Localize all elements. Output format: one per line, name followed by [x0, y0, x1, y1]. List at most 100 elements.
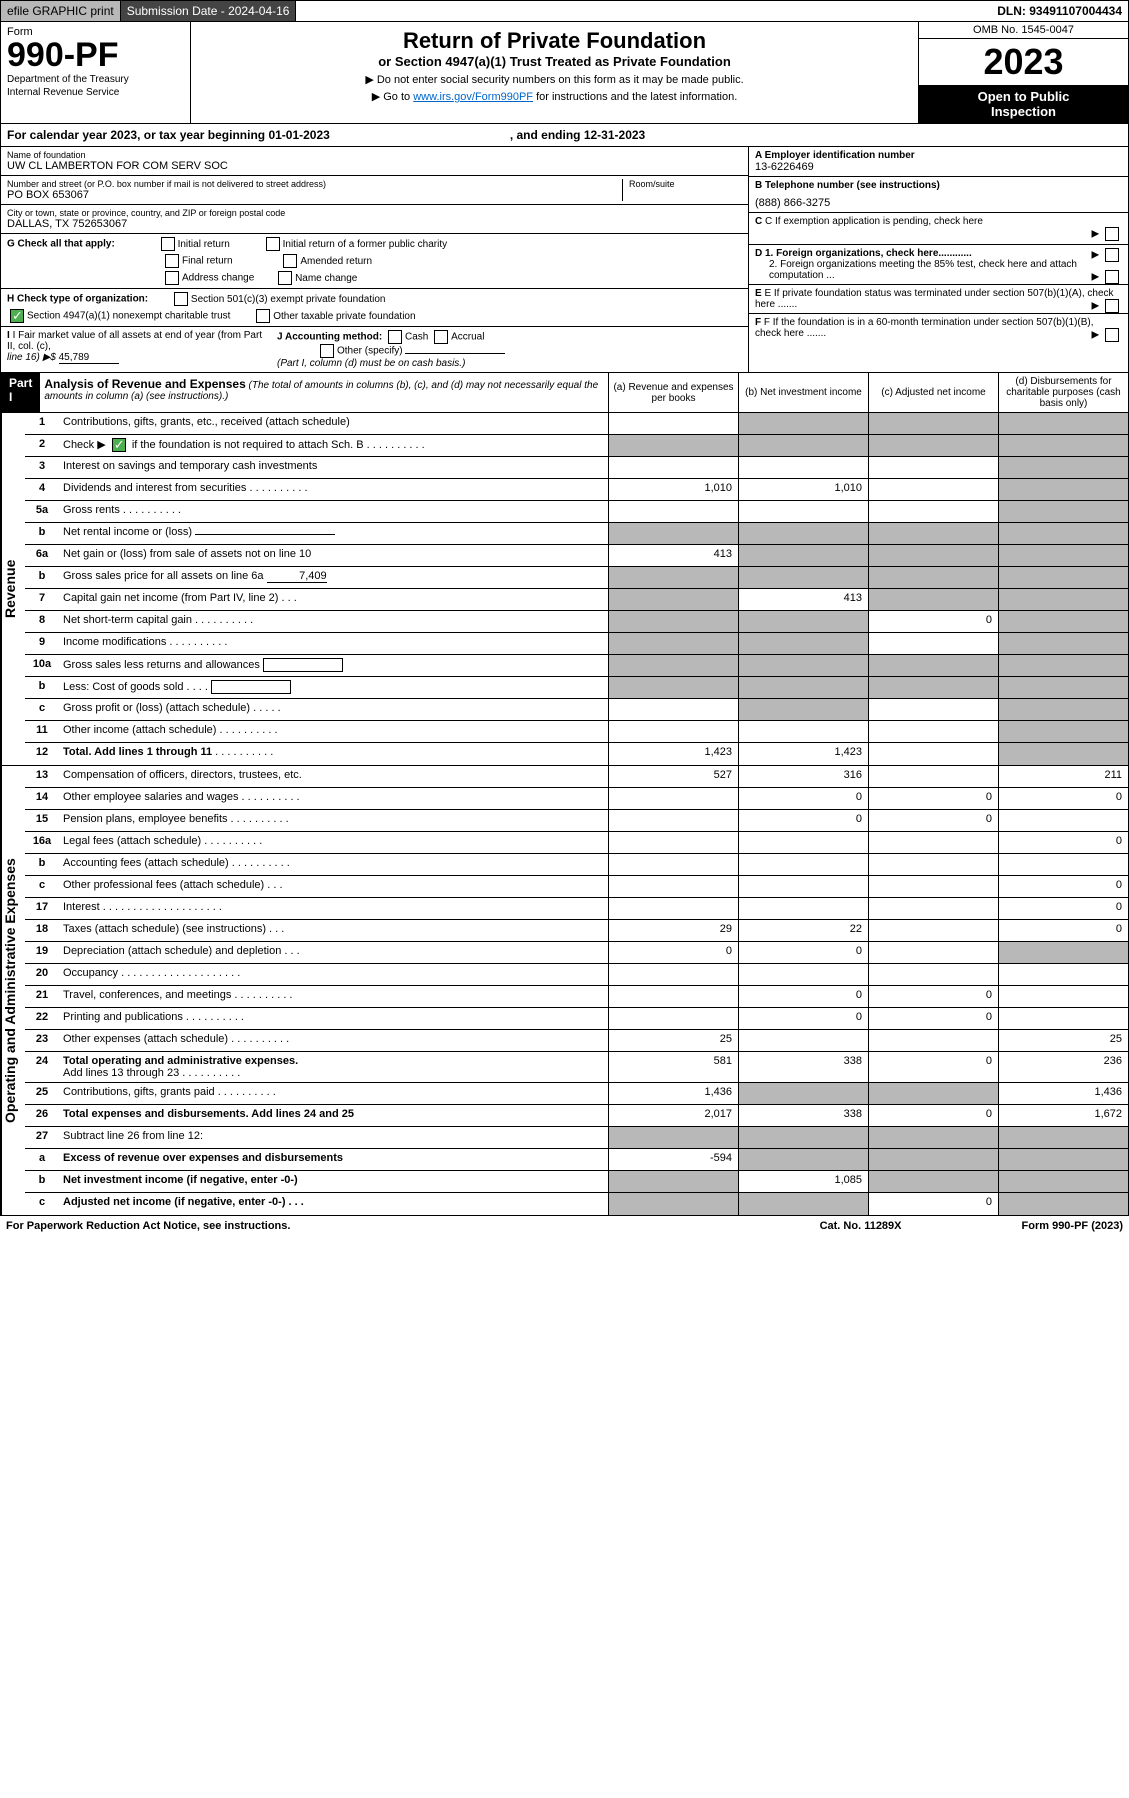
name-change-checkbox[interactable]: [278, 271, 292, 285]
efile-button[interactable]: efile GRAPHIC print: [1, 1, 121, 21]
l7-b: 413: [738, 589, 868, 610]
period-start: For calendar year 2023, or tax year begi…: [7, 128, 330, 142]
l17-d: 0: [998, 898, 1128, 919]
line-16c: cOther professional fees (attach schedul…: [25, 876, 1128, 898]
l27a-a: -594: [608, 1149, 738, 1170]
l12-a: 1,423: [608, 743, 738, 765]
accrual-checkbox[interactable]: [434, 330, 448, 344]
l10b-desc: Less: Cost of goods sold . . . .: [59, 677, 608, 698]
col-b-header: (b) Net investment income: [738, 373, 868, 412]
form-id-block: Form 990-PF Department of the Treasury I…: [1, 22, 191, 123]
goto-note: ▶ Go to www.irs.gov/Form990PF for instru…: [197, 90, 912, 103]
line-27c: cAdjusted net income (if negative, enter…: [25, 1193, 1128, 1215]
c-checkbox[interactable]: [1105, 227, 1119, 241]
phone-cell: B Telephone number (see instructions) (8…: [749, 177, 1128, 213]
addr-change-label: Address change: [182, 273, 254, 284]
l24-b: 338: [738, 1052, 868, 1082]
col-a-header: (a) Revenue and expenses per books: [608, 373, 738, 412]
d1-checkbox[interactable]: [1105, 248, 1119, 262]
open-pub-1: Open to Public: [923, 89, 1124, 104]
l13-desc: Compensation of officers, directors, tru…: [59, 766, 608, 787]
name-change-label: Name change: [295, 273, 357, 284]
other-method-checkbox[interactable]: [320, 344, 334, 358]
initial-former-label: Initial return of a former public charit…: [283, 239, 448, 250]
l5a-desc: Gross rents . . . . . . . . . .: [59, 501, 608, 522]
line-12: 12Total. Add lines 1 through 11 . . . . …: [25, 743, 1128, 765]
l6b-desc: Gross sales price for all assets on line…: [59, 567, 608, 588]
city-value: DALLAS, TX 752653067: [7, 218, 742, 230]
l26-desc: Total expenses and disbursements. Add li…: [59, 1105, 608, 1126]
l18-a: 29: [608, 920, 738, 941]
revenue-body: 1Contributions, gifts, grants, etc., rec…: [25, 413, 1128, 765]
line-15: 15Pension plans, employee benefits . . .…: [25, 810, 1128, 832]
identification-section: Name of foundation UW CL LAMBERTON FOR C…: [0, 147, 1129, 373]
l25-a: 1,436: [608, 1083, 738, 1104]
line-23: 23Other expenses (attach schedule) . . .…: [25, 1030, 1128, 1052]
h-label: H Check type of organization:: [7, 294, 148, 305]
amended-checkbox[interactable]: [283, 254, 297, 268]
line-21: 21Travel, conferences, and meetings . . …: [25, 986, 1128, 1008]
e-label: E If private foundation status was termi…: [755, 288, 1114, 310]
l10a-desc: Gross sales less returns and allowances: [59, 655, 608, 676]
year-block: OMB No. 1545-0047 2023 Open to Public In…: [918, 22, 1128, 123]
schb-checkbox[interactable]: [112, 438, 126, 452]
line-27b: bNet investment income (if negative, ent…: [25, 1171, 1128, 1193]
line-10c: cGross profit or (loss) (attach schedule…: [25, 699, 1128, 721]
e-checkbox[interactable]: [1105, 299, 1119, 313]
ein-label: A Employer identification number: [755, 150, 1122, 161]
l27c-desc: Adjusted net income (if negative, enter …: [59, 1193, 608, 1215]
initial-return-label: Initial return: [178, 239, 230, 250]
line-16a: 16aLegal fees (attach schedule) . . . . …: [25, 832, 1128, 854]
l8-c: 0: [868, 611, 998, 632]
d-cell: D 1. Foreign organizations, check here..…: [749, 245, 1128, 285]
final-return-checkbox[interactable]: [165, 254, 179, 268]
line-27: 27Subtract line 26 from line 12:: [25, 1127, 1128, 1149]
form-title-block: Return of Private Foundation or Section …: [191, 22, 918, 123]
l4-a: 1,010: [608, 479, 738, 500]
l10c-desc: Gross profit or (loss) (attach schedule)…: [59, 699, 608, 720]
l14-b: 0: [738, 788, 868, 809]
dln-label: DLN: 93491107004434: [991, 1, 1128, 21]
omb-number: OMB No. 1545-0047: [919, 22, 1128, 39]
ein-value: 13-6226469: [755, 161, 1122, 173]
period-end: , and ending 12-31-2023: [510, 128, 645, 142]
line-1: 1Contributions, gifts, grants, etc., rec…: [25, 413, 1128, 435]
other-taxable-checkbox[interactable]: [256, 309, 270, 323]
foundation-name: UW CL LAMBERTON FOR COM SERV SOC: [7, 160, 742, 172]
other-method-label: Other (specify): [337, 346, 403, 357]
l3-desc: Interest on savings and temporary cash i…: [59, 457, 608, 478]
line-11: 11Other income (attach schedule) . . . .…: [25, 721, 1128, 743]
l27c-c: 0: [868, 1193, 998, 1215]
l22-b: 0: [738, 1008, 868, 1029]
l6a-desc: Net gain or (loss) from sale of assets n…: [59, 545, 608, 566]
l16b-desc: Accounting fees (attach schedule) . . . …: [59, 854, 608, 875]
cash-checkbox[interactable]: [388, 330, 402, 344]
501c3-checkbox[interactable]: [174, 292, 188, 306]
l15-c: 0: [868, 810, 998, 831]
l22-c: 0: [868, 1008, 998, 1029]
initial-former-checkbox[interactable]: [266, 237, 280, 251]
line-9: 9Income modifications . . . . . . . . . …: [25, 633, 1128, 655]
l4-b: 1,010: [738, 479, 868, 500]
f-checkbox[interactable]: [1105, 328, 1119, 342]
form-header: Form 990-PF Department of the Treasury I…: [0, 22, 1129, 124]
l19-a: 0: [608, 942, 738, 963]
501c3-label: Section 501(c)(3) exempt private foundat…: [191, 294, 386, 305]
addr-change-checkbox[interactable]: [165, 271, 179, 285]
ssn-note: ▶ Do not enter social security numbers o…: [197, 73, 912, 86]
l26-a: 2,017: [608, 1105, 738, 1126]
4947-checkbox[interactable]: [10, 309, 24, 323]
l23-d: 25: [998, 1030, 1128, 1051]
ein-cell: A Employer identification number 13-6226…: [749, 147, 1128, 177]
cash-label: Cash: [405, 332, 428, 343]
d2-checkbox[interactable]: [1105, 270, 1119, 284]
irs-link[interactable]: www.irs.gov/Form990PF: [413, 91, 533, 103]
initial-return-checkbox[interactable]: [161, 237, 175, 251]
l25-d: 1,436: [998, 1083, 1128, 1104]
l17-desc: Interest . . . . . . . . . . . . . . . .…: [59, 898, 608, 919]
form-ref: Form 990-PF (2023): [1022, 1220, 1123, 1232]
l16a-d: 0: [998, 832, 1128, 853]
line-18: 18Taxes (attach schedule) (see instructi…: [25, 920, 1128, 942]
c-cell: C C If exemption application is pending,…: [749, 213, 1128, 245]
l1-desc: Contributions, gifts, grants, etc., rece…: [59, 413, 608, 434]
